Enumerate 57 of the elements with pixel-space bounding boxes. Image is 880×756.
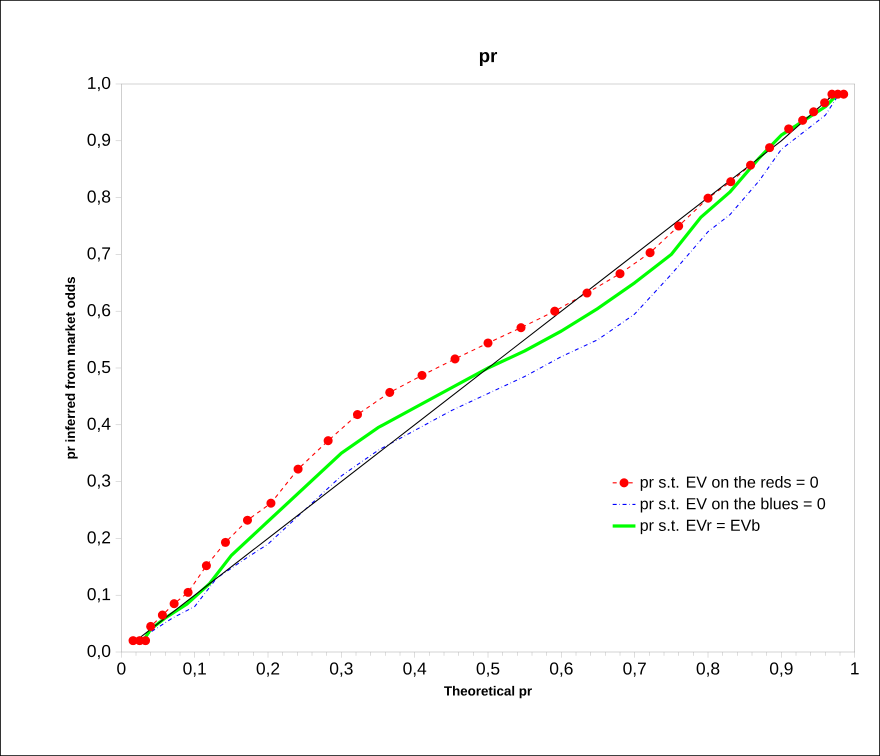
point <box>746 160 756 170</box>
x-tick-label: 0,6 <box>550 662 573 677</box>
point <box>809 107 818 116</box>
y-tick-label: 0,4 <box>88 418 110 432</box>
point <box>385 388 394 397</box>
point <box>582 288 592 298</box>
point <box>483 338 493 348</box>
y-tick-label: 0,0 <box>88 644 110 660</box>
point <box>820 98 830 108</box>
x-tick-label: 1 <box>851 662 859 674</box>
y-tick-label: 0,5 <box>88 360 110 376</box>
x-tick-label: 0,3 <box>330 662 353 677</box>
point <box>220 538 230 547</box>
y-tick-label: 1,0 <box>88 76 110 92</box>
point <box>615 269 625 278</box>
point <box>146 622 156 631</box>
y-axis-title: pr inferred from market odds <box>65 277 78 459</box>
point <box>450 354 460 364</box>
x-tick-label: 0,5 <box>476 662 500 677</box>
x-tick-label: 0,2 <box>256 662 280 677</box>
point <box>726 177 736 186</box>
point <box>266 498 276 508</box>
point <box>516 323 526 332</box>
y-tick-label: 0,1 <box>88 588 110 602</box>
y-tick-label: 0,9 <box>88 134 110 148</box>
legend-label: pr s.t. EV on the reds = 0 <box>640 476 818 491</box>
point <box>765 143 774 152</box>
chart-title: pr <box>480 52 498 66</box>
y-tick-label: 0,3 <box>88 474 110 489</box>
y-tick-label: 0,2 <box>88 531 110 546</box>
point <box>202 561 211 570</box>
x-tick-label: 0,9 <box>770 662 793 677</box>
point <box>242 516 252 525</box>
y-tick-label: 0,6 <box>88 304 110 318</box>
x-tick-label: 0 <box>117 662 126 675</box>
y-tick-label: 0,8 <box>88 190 110 205</box>
point <box>784 124 794 134</box>
point <box>158 610 167 620</box>
point <box>417 370 427 380</box>
point <box>703 194 713 203</box>
point <box>646 248 655 258</box>
point <box>674 221 684 231</box>
point <box>798 116 808 125</box>
x-tick-label: 0,7 <box>623 662 646 677</box>
y-tick-label: 0,7 <box>88 247 110 262</box>
legend-label: pr s.t. EV on the blues = 0 <box>640 498 826 513</box>
point <box>184 588 193 597</box>
point <box>294 464 303 474</box>
point <box>352 410 362 420</box>
x-axis-title: Theoretical pr <box>444 686 532 698</box>
point <box>324 436 333 446</box>
x-tick-label: 0,8 <box>696 662 720 677</box>
point <box>550 306 560 316</box>
point <box>170 599 179 608</box>
legend-label: pr s.t. EVr = EVb <box>640 519 760 534</box>
x-tick-label: 0,1 <box>183 662 206 677</box>
x-tick-label: 0,4 <box>403 662 426 677</box>
